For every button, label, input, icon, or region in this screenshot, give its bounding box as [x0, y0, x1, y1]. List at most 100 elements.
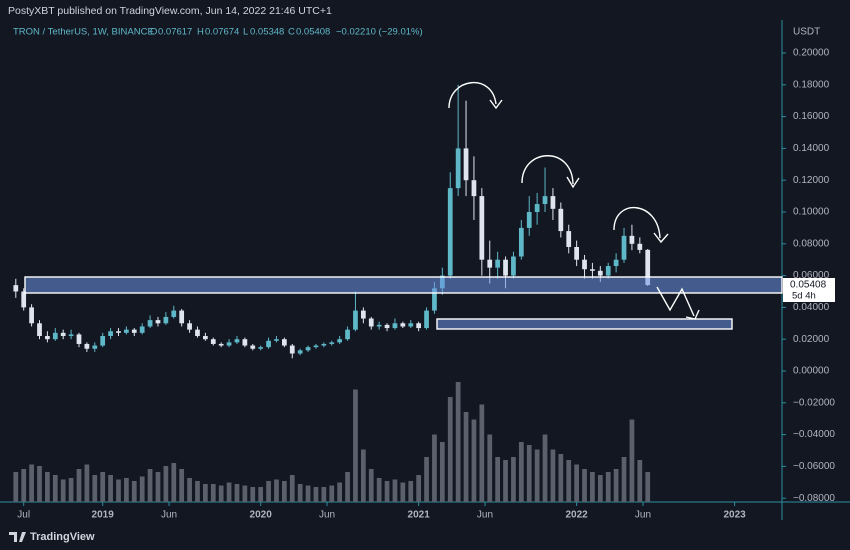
- volume-bar: [534, 449, 540, 502]
- volume-bar: [195, 481, 200, 502]
- x-tick-label: Jul: [17, 510, 30, 521]
- candle-body: [187, 323, 192, 330]
- volume-bar: [45, 472, 50, 502]
- candle-body: [566, 231, 572, 247]
- volume-bar: [645, 472, 651, 502]
- candle-body: [574, 246, 579, 260]
- volume-bar: [416, 475, 422, 502]
- x-tick-label: 2019: [92, 510, 115, 521]
- volume-bar: [210, 484, 216, 502]
- volume-bar: [376, 478, 382, 502]
- candle-body: [242, 339, 248, 346]
- volume-bar: [637, 460, 643, 502]
- volume-bar: [155, 472, 161, 502]
- y-tick-label: 0.04000: [793, 302, 830, 313]
- candle-body: [400, 323, 406, 327]
- candle-body: [13, 285, 19, 292]
- volume-bar: [242, 485, 248, 502]
- candle-body: [37, 323, 42, 337]
- candle-body: [416, 323, 422, 329]
- volume-bar: [503, 460, 508, 502]
- volume-bar: [360, 449, 366, 502]
- candle-body: [558, 208, 564, 232]
- candle-body: [495, 259, 501, 268]
- projection-arrow: [656, 286, 695, 317]
- x-tick-label: 2022: [566, 510, 589, 521]
- candle-body: [392, 323, 398, 329]
- volume-bar: [479, 404, 485, 502]
- candle-body: [195, 329, 200, 337]
- candle-body: [432, 288, 437, 311]
- volume-bar: [147, 469, 153, 502]
- volume-bar: [84, 464, 90, 502]
- legend-letter: O: [150, 27, 157, 38]
- volume-bar: [60, 479, 66, 502]
- candle-body: [463, 148, 469, 181]
- candle-body: [281, 339, 287, 346]
- volume-bar: [550, 449, 556, 502]
- volume-bar: [289, 475, 295, 502]
- y-tick-label: −0.04000: [793, 429, 835, 440]
- bar-countdown: 5d 4h: [792, 291, 816, 302]
- volume-bar: [124, 478, 129, 502]
- candle-body: [124, 329, 129, 333]
- legend-letter: H: [197, 27, 204, 38]
- resistance-zone: [24, 276, 783, 294]
- plot-area: [13, 84, 651, 502]
- volume-bar: [590, 472, 595, 502]
- volume-bar: [439, 442, 445, 502]
- volume-bar: [542, 434, 548, 502]
- candle-body: [92, 345, 98, 349]
- volume-bar: [218, 485, 224, 502]
- volume-bar: [226, 482, 232, 502]
- candle-body: [621, 235, 627, 260]
- brand-logo: TradingView: [9, 531, 95, 543]
- candle-body: [597, 270, 603, 276]
- legend-value: 0.05408: [296, 27, 330, 38]
- volume-bar: [471, 419, 477, 502]
- volume-bar: [250, 487, 256, 502]
- candle-body: [297, 350, 303, 354]
- volume-bar: [116, 479, 121, 502]
- candle-body: [52, 332, 58, 340]
- candle-body: [116, 331, 121, 333]
- volume-bar: [163, 466, 169, 502]
- volume-bar: [203, 484, 208, 502]
- volume-bar: [424, 457, 429, 502]
- volume-bar: [384, 481, 390, 502]
- volume-bar: [392, 479, 398, 502]
- candle-body: [360, 310, 366, 319]
- arrow-head: [685, 309, 700, 320]
- y-tick-label: 0.10000: [793, 207, 830, 218]
- volume-bar: [345, 472, 350, 502]
- x-tick-label: 2020: [250, 510, 273, 521]
- volume-bar: [37, 466, 42, 502]
- candle-body: [266, 340, 271, 348]
- volume-bar: [274, 479, 279, 502]
- candle-body: [218, 343, 224, 346]
- volume-bar: [558, 454, 564, 502]
- volume-bar: [171, 463, 177, 502]
- candle-body: [203, 336, 208, 340]
- candle-body: [471, 180, 477, 197]
- last-price: 0.05408: [790, 280, 827, 291]
- volume-bar: [131, 481, 137, 502]
- candle-body: [139, 326, 145, 333]
- candle-body: [258, 347, 264, 349]
- candle-body: [337, 339, 343, 343]
- volume-bar: [597, 475, 603, 502]
- price-label-box: [783, 278, 835, 302]
- candle-body: [645, 249, 651, 286]
- candle-body: [329, 342, 335, 344]
- volume-bar: [629, 419, 635, 502]
- candle-body: [353, 310, 358, 330]
- volume-bar: [234, 484, 240, 502]
- candle-body: [518, 227, 524, 257]
- candle-body: [147, 320, 153, 327]
- volume-bar: [29, 464, 34, 502]
- volume-bar: [13, 472, 19, 502]
- candle-body: [274, 339, 279, 341]
- candle-body: [76, 334, 82, 344]
- volume-bar: [108, 475, 113, 502]
- volume-bar: [495, 457, 501, 502]
